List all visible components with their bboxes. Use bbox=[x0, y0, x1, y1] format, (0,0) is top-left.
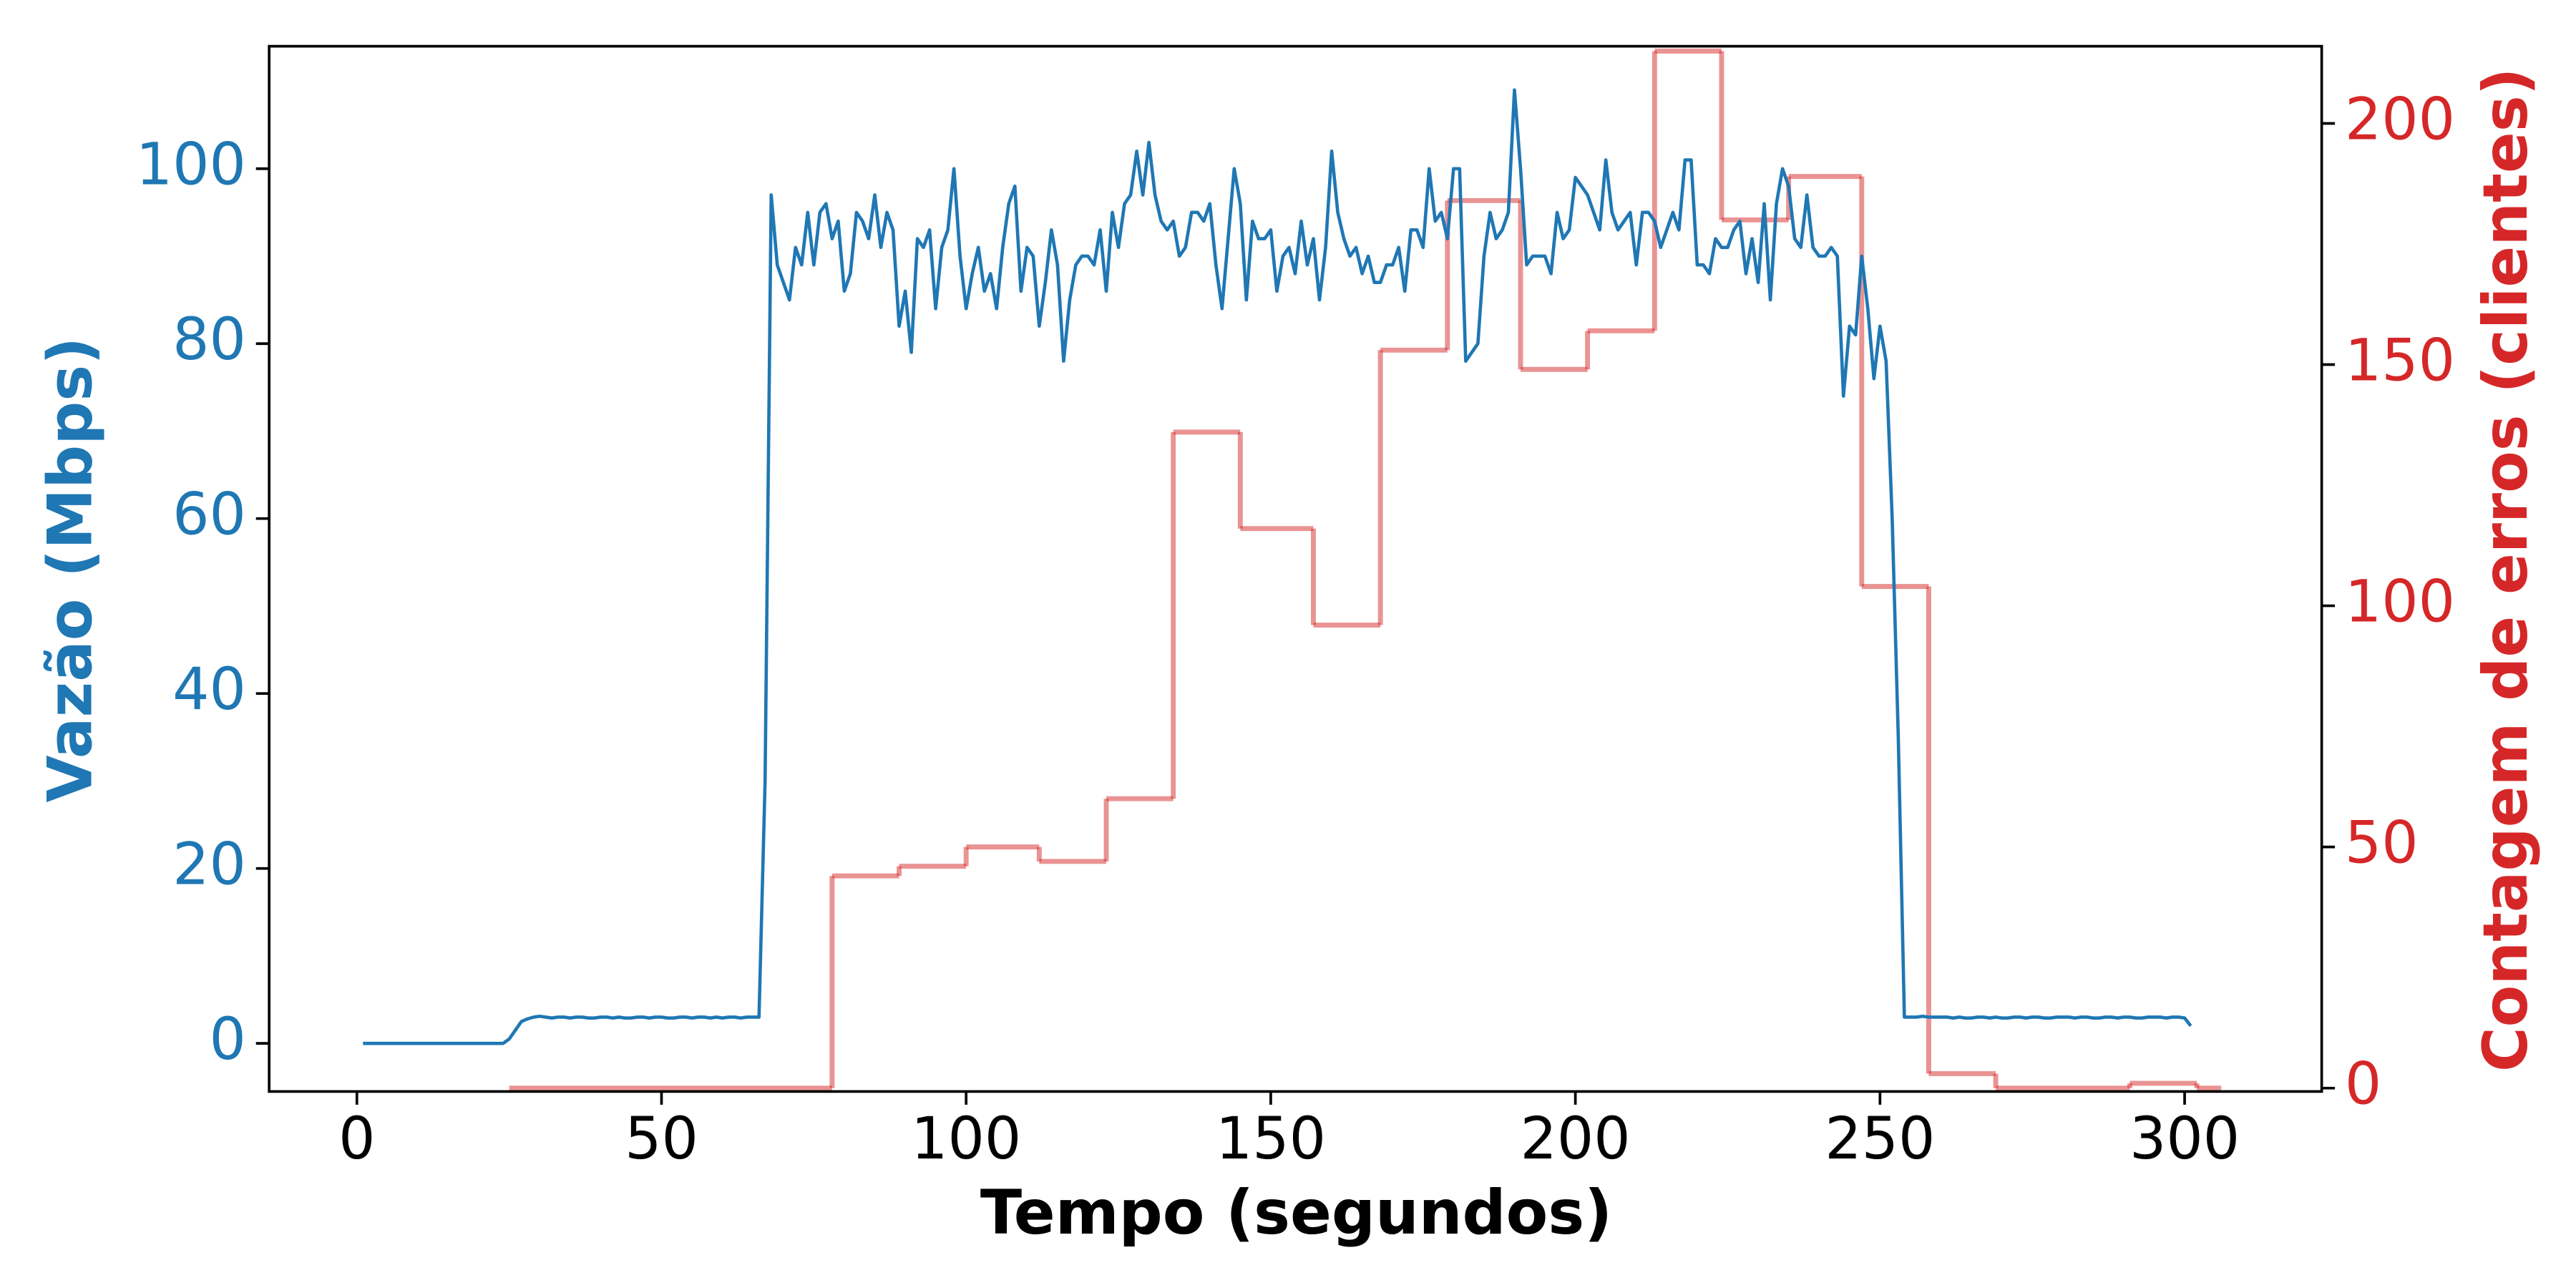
y-tick-label: 40 bbox=[172, 656, 246, 723]
y2-tick-label: 200 bbox=[2345, 86, 2455, 153]
data-line bbox=[363, 88, 2192, 1045]
y2-tick-label: 50 bbox=[2345, 810, 2419, 877]
x-tick-label: 300 bbox=[2129, 1106, 2240, 1173]
y-axis-label: Vazão (Mbps) bbox=[35, 337, 106, 803]
y-tick-label: 0 bbox=[209, 1006, 245, 1073]
y-tick-label: 60 bbox=[172, 482, 246, 549]
y-tick-label: 20 bbox=[172, 831, 246, 899]
x-tick-label: 100 bbox=[911, 1106, 1021, 1173]
y2-tick-label: 150 bbox=[2345, 327, 2455, 394]
plot-area bbox=[363, 48, 2222, 1091]
y-tick-label: 80 bbox=[172, 306, 246, 374]
x-tick-label: 50 bbox=[625, 1106, 698, 1173]
x-tick-label: 0 bbox=[338, 1106, 375, 1173]
x-tick-label: 250 bbox=[1825, 1106, 1935, 1173]
x-tick-label: 150 bbox=[1216, 1106, 1326, 1173]
y-tick-label: 100 bbox=[136, 132, 246, 199]
y2-tick-label: 0 bbox=[2345, 1051, 2381, 1118]
x-tick-label: 200 bbox=[1521, 1106, 1631, 1173]
axes-frame bbox=[268, 44, 2323, 1093]
y2-axis-label: Contagem de erros (clientes) bbox=[2471, 67, 2542, 1072]
x-axis-label: Tempo (segundos) bbox=[980, 1178, 1612, 1249]
y2-tick-label: 100 bbox=[2345, 569, 2455, 636]
